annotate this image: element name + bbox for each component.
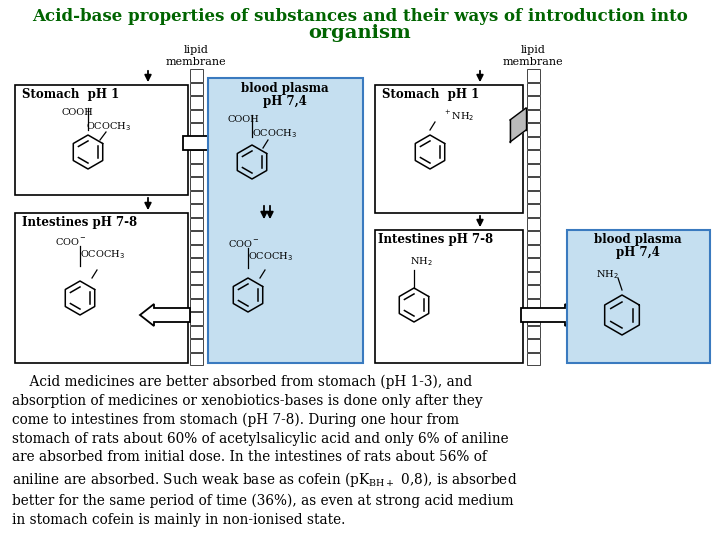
Bar <box>190 164 203 176</box>
Bar <box>190 150 203 163</box>
Bar <box>527 137 540 149</box>
Text: lipid
membrane: lipid membrane <box>503 45 563 66</box>
Text: Intestines pH 7-8: Intestines pH 7-8 <box>22 216 137 229</box>
Bar <box>190 326 203 338</box>
Bar <box>527 191 540 203</box>
Bar <box>190 177 203 190</box>
Text: $^+$NH$_2$: $^+$NH$_2$ <box>443 108 474 123</box>
Bar <box>527 83 540 95</box>
Bar <box>527 204 540 217</box>
Bar <box>190 339 203 352</box>
Bar <box>190 96 203 109</box>
Bar <box>190 83 203 95</box>
Bar <box>190 353 203 365</box>
Bar <box>527 299 540 311</box>
Text: Acid-base properties of substances and their ways of introduction into: Acid-base properties of substances and t… <box>32 8 688 25</box>
Bar <box>527 177 540 190</box>
Bar <box>15 213 188 363</box>
Bar <box>190 312 203 325</box>
Text: Intestines pH 7-8: Intestines pH 7-8 <box>378 233 493 246</box>
Text: organism: organism <box>309 24 411 42</box>
Bar <box>527 312 540 325</box>
Text: NH$_2$: NH$_2$ <box>410 255 433 268</box>
Bar <box>190 218 203 230</box>
FancyArrow shape <box>521 304 579 326</box>
FancyArrow shape <box>183 132 238 154</box>
Text: COOH: COOH <box>228 115 260 124</box>
Text: OCOCH$_3$: OCOCH$_3$ <box>248 250 293 263</box>
Bar <box>190 299 203 311</box>
Text: blood plasma: blood plasma <box>241 82 329 95</box>
Text: Stomach  pH 1: Stomach pH 1 <box>22 88 120 101</box>
Bar <box>15 85 188 195</box>
Text: pH 7,4: pH 7,4 <box>263 95 307 108</box>
Bar <box>527 96 540 109</box>
Bar <box>527 272 540 284</box>
Text: NH$_2$: NH$_2$ <box>596 268 618 281</box>
Bar <box>375 230 523 363</box>
Bar <box>527 218 540 230</box>
Bar <box>527 285 540 298</box>
Bar <box>190 69 203 82</box>
Bar <box>190 272 203 284</box>
Bar <box>190 204 203 217</box>
Bar <box>527 150 540 163</box>
Bar <box>190 191 203 203</box>
Bar <box>567 230 710 363</box>
Bar <box>208 78 363 363</box>
FancyArrow shape <box>140 304 190 326</box>
Bar <box>527 69 540 82</box>
Text: pH 7,4: pH 7,4 <box>616 246 660 259</box>
Bar <box>527 123 540 136</box>
Text: lipid
membrane: lipid membrane <box>166 45 226 66</box>
Bar <box>527 326 540 338</box>
Text: Acid medicines are better absorbed from stomach (pH 1-3), and
absorption of medi: Acid medicines are better absorbed from … <box>12 375 518 527</box>
Text: blood plasma: blood plasma <box>594 233 682 246</box>
Bar <box>190 110 203 122</box>
Bar <box>190 123 203 136</box>
Text: COOH: COOH <box>62 108 94 117</box>
Text: Stomach  pH 1: Stomach pH 1 <box>382 88 480 101</box>
Text: COO$^-$: COO$^-$ <box>228 238 260 249</box>
Bar <box>527 245 540 257</box>
Bar <box>190 258 203 271</box>
Bar <box>190 245 203 257</box>
Bar <box>527 353 540 365</box>
Bar <box>527 339 540 352</box>
Bar <box>527 164 540 176</box>
Text: OCOCH$_3$: OCOCH$_3$ <box>80 248 125 261</box>
Bar <box>527 231 540 244</box>
Text: OCOCH$_3$: OCOCH$_3$ <box>252 127 297 140</box>
Bar <box>527 110 540 122</box>
Polygon shape <box>510 108 526 142</box>
Bar <box>190 285 203 298</box>
Text: OCOCH$_3$: OCOCH$_3$ <box>86 120 131 133</box>
Bar <box>190 231 203 244</box>
Bar <box>375 85 523 213</box>
Bar <box>527 258 540 271</box>
Bar <box>190 137 203 149</box>
Text: COO$^-$: COO$^-$ <box>55 236 87 247</box>
